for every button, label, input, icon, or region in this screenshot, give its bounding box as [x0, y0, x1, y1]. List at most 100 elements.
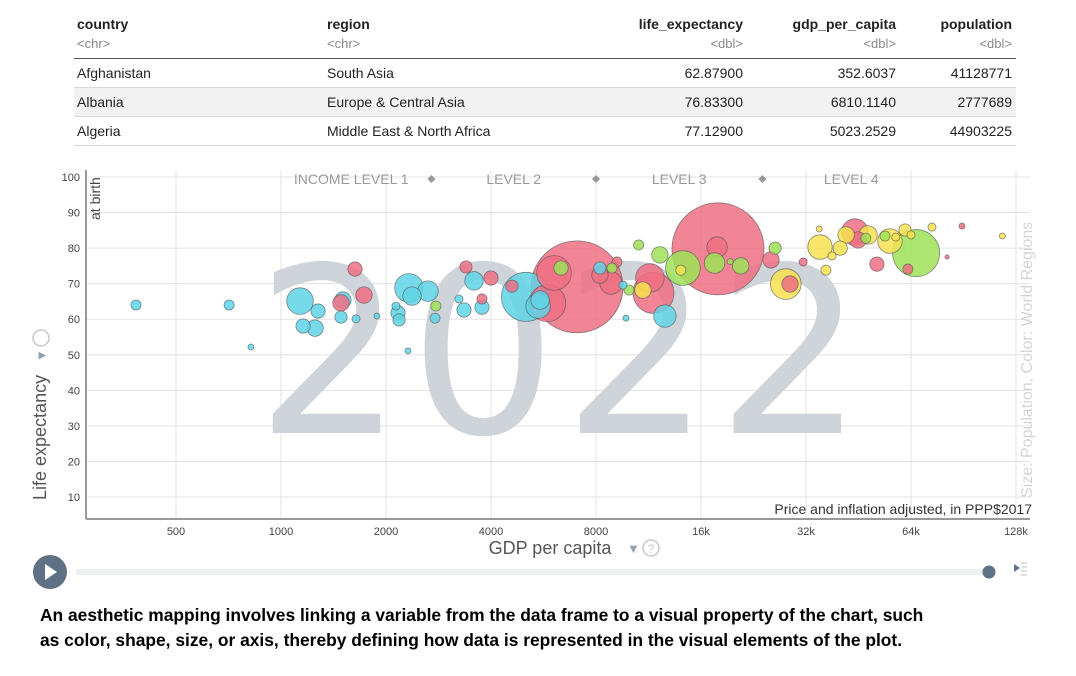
- bubble[interactable]: [404, 347, 412, 355]
- bubble[interactable]: [391, 301, 401, 311]
- bubble[interactable]: [832, 240, 848, 256]
- bubble[interactable]: [530, 290, 550, 310]
- table-cell-population: 41128771: [950, 65, 1012, 81]
- bubble[interactable]: [618, 280, 628, 290]
- bubble[interactable]: [295, 318, 311, 334]
- x-axis-dropdown-icon[interactable]: ▼: [627, 541, 640, 556]
- column-type: <dbl>: [710, 36, 743, 51]
- bubble[interactable]: [606, 262, 618, 274]
- x-tick-label: 64k: [902, 526, 920, 538]
- bubble[interactable]: [483, 270, 499, 286]
- column-header-life_expectancy[interactable]: life_expectancy <dbl>: [639, 10, 743, 51]
- bubble[interactable]: [392, 313, 406, 327]
- bubble[interactable]: [402, 286, 422, 306]
- timeline-slider-handle[interactable]: [982, 565, 996, 579]
- size-color-label[interactable]: Size: Population, Color: World Regions: [1019, 222, 1036, 498]
- x-tick-label: 2000: [374, 526, 398, 538]
- bubble[interactable]: [247, 343, 255, 351]
- bubble[interactable]: [879, 230, 891, 242]
- bubble[interactable]: [355, 286, 373, 304]
- x-axis-label[interactable]: GDP per capita: [489, 538, 613, 558]
- bubbles: [130, 202, 1006, 355]
- bubble[interactable]: [430, 300, 442, 312]
- step-forward-icon[interactable]: [1014, 564, 1020, 572]
- column-header-gdp_per_capita[interactable]: gdp_per_capita <dbl>: [793, 10, 896, 51]
- y-tick-label: 100: [62, 172, 80, 184]
- bubble[interactable]: [476, 293, 488, 305]
- bubble[interactable]: [827, 251, 837, 261]
- y-axis-label[interactable]: Life expectancy: [30, 375, 50, 500]
- bubble[interactable]: [906, 230, 916, 240]
- bubble[interactable]: [869, 256, 885, 272]
- bubble[interactable]: [464, 271, 484, 291]
- bubble[interactable]: [927, 222, 937, 232]
- axes: 500 1000 2000 4000 8000 16k 32k 64k 128k 10 20 30 40…: [62, 170, 1030, 538]
- caption-line: as color, shape, size, or axis, thereby …: [40, 630, 903, 650]
- bubble[interactable]: [593, 261, 607, 275]
- y-tick-label: 40: [68, 385, 80, 397]
- column-name: gdp_per_capita: [792, 16, 896, 32]
- bubble[interactable]: [429, 312, 441, 324]
- y-axis-help-icon[interactable]: [32, 329, 50, 347]
- bubble[interactable]: [726, 258, 734, 266]
- income-level-label: LEVEL 2: [486, 171, 541, 187]
- bubble[interactable]: [891, 232, 901, 242]
- column-header-region[interactable]: region <chr>: [327, 10, 370, 51]
- bubble[interactable]: [310, 303, 326, 319]
- bubble[interactable]: [820, 264, 832, 276]
- column-header-country[interactable]: country <chr>: [77, 10, 128, 51]
- bubble[interactable]: [634, 281, 652, 299]
- bubble[interactable]: [651, 246, 669, 264]
- bubble[interactable]: [456, 302, 472, 318]
- bubble[interactable]: [798, 257, 808, 267]
- bubble[interactable]: [815, 225, 823, 233]
- x-tick-label: 1000: [269, 526, 293, 538]
- y-axis-title[interactable]: Life expectancy ▼: [30, 329, 50, 500]
- bubble[interactable]: [633, 239, 645, 251]
- bubble[interactable]: [998, 232, 1006, 240]
- bubble[interactable]: [332, 294, 350, 312]
- bubble[interactable]: [347, 261, 363, 277]
- bubble[interactable]: [373, 312, 381, 320]
- bubble[interactable]: [459, 260, 473, 274]
- y-axis-sublabel: at birth: [87, 177, 103, 220]
- table-cell-region: Europe & Central Asia: [327, 94, 465, 110]
- bubble[interactable]: [837, 226, 855, 244]
- bubble[interactable]: [286, 287, 314, 315]
- timeline-slider-track[interactable]: [75, 569, 990, 575]
- bubble[interactable]: [334, 310, 348, 324]
- column-name: population: [940, 16, 1012, 32]
- timeline-player: [33, 555, 1027, 589]
- bubble[interactable]: [622, 314, 630, 322]
- x-axis-help-icon[interactable]: [642, 539, 660, 557]
- column-header-population[interactable]: population <dbl>: [940, 10, 1012, 51]
- y-axis-dropdown-icon[interactable]: ▼: [34, 349, 49, 362]
- table-cell-life_expectancy: 76.83300: [684, 94, 743, 110]
- bubble[interactable]: [703, 252, 726, 274]
- x-axis-title[interactable]: GDP per capita ▼ ?: [489, 538, 660, 558]
- bubble[interactable]: [902, 263, 914, 275]
- bubble[interactable]: [781, 275, 799, 293]
- income-level-label: INCOME LEVEL 1: [294, 171, 409, 187]
- bubble[interactable]: [653, 304, 677, 328]
- bubble[interactable]: [732, 257, 750, 275]
- bubble[interactable]: [505, 279, 519, 293]
- income-level-divider-icon: [427, 175, 436, 183]
- bubble[interactable]: [553, 260, 569, 276]
- bubble[interactable]: [675, 264, 687, 276]
- bubble[interactable]: [454, 294, 464, 304]
- x-tick-label: 32k: [797, 526, 815, 538]
- table-header: country <chr> region <chr> life_expectancy <d…: [74, 10, 1016, 59]
- bubble[interactable]: [351, 314, 361, 324]
- bubble[interactable]: [130, 299, 142, 311]
- bubble-chart: 2022 INCOME LEVEL 1 LEVEL 2 LEVEL 3 LEVEL 4…: [30, 170, 1036, 589]
- bubble[interactable]: [860, 232, 872, 244]
- speed-icon[interactable]: [1021, 562, 1027, 576]
- bubble[interactable]: [223, 299, 235, 311]
- bubble[interactable]: [944, 254, 950, 260]
- bubble[interactable]: [807, 234, 833, 260]
- y-tick-label: 20: [68, 456, 80, 468]
- bubble[interactable]: [958, 222, 966, 230]
- bubble[interactable]: [768, 241, 782, 255]
- y-tick-label: 80: [68, 243, 80, 255]
